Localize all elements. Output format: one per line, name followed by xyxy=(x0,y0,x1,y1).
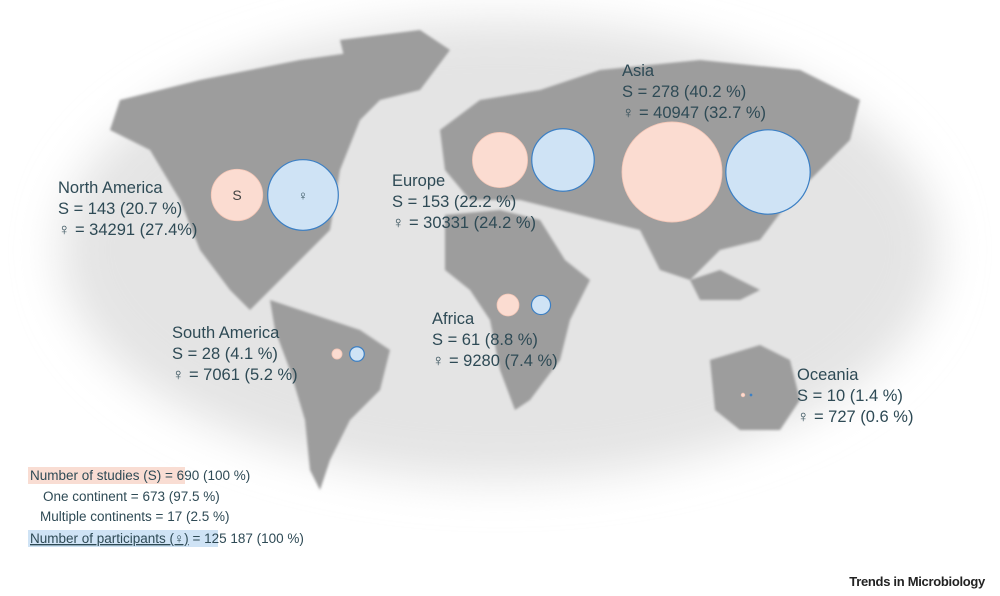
footer: Trends in Microbiology xyxy=(849,574,986,589)
legend-studies-total: = 690 (100 %) xyxy=(161,468,250,483)
participants-label: ♀ = 40947 (32.7 %) xyxy=(622,104,766,122)
participants-label: ♀ = 7061 (5.2 %) xyxy=(172,366,298,384)
participants-label: ♀ = 9280 (7.4 %) xyxy=(432,352,558,370)
studies-label: S = 153 (22.2 %) xyxy=(392,193,516,211)
participants-label: ♀ = 30331 (24.2 %) xyxy=(392,214,536,232)
studies-label: S = 143 (20.7 %) xyxy=(58,200,182,218)
studies-bubble xyxy=(472,132,528,188)
participants-bubble xyxy=(530,294,552,316)
participants-bubble xyxy=(749,393,753,397)
region-name: Europe xyxy=(392,172,445,190)
bubble-label: ♀ xyxy=(298,188,308,203)
legend: Number of studies (S) = 690 (100 %) One … xyxy=(28,467,304,547)
region-name: South America xyxy=(172,324,280,342)
legend-multiple-continents: Multiple continents = 17 (2.5 %) xyxy=(40,509,229,524)
legend-participants-total: = 125 187 (100 %) xyxy=(189,531,304,546)
legend-one-continent: One continent = 673 (97.5 %) xyxy=(43,489,220,504)
studies-label: S = 10 (1.4 %) xyxy=(797,387,903,405)
studies-label: S = 278 (40.2 %) xyxy=(622,83,746,101)
studies-label: S = 61 (8.8 %) xyxy=(432,331,538,349)
studies-label: S = 28 (4.1 %) xyxy=(172,345,278,363)
studies-bubble xyxy=(621,121,723,223)
studies-bubble xyxy=(210,168,264,222)
participants-bubble xyxy=(725,129,811,215)
region-name: North America xyxy=(58,179,163,197)
legend-participants-highlight xyxy=(28,530,218,547)
participants-bubble xyxy=(267,159,339,231)
bubbles: S ♀ xyxy=(210,121,811,398)
legend-studies-highlight xyxy=(28,467,185,484)
legend-studies-title: Number of studies (S) xyxy=(30,468,161,483)
participants-label: ♀ = 727 (0.6 %) xyxy=(797,408,913,426)
participants-bubble xyxy=(349,346,365,362)
region-labels: North America S = 143 (20.7 %) ♀ = 34291 (… xyxy=(58,62,913,426)
studies-bubble xyxy=(331,348,343,360)
region-name: Asia xyxy=(622,62,655,80)
participants-label: ♀ = 34291 (27.4%) xyxy=(58,221,197,239)
legend-line: Number of participants (♀) = 125 187 (10… xyxy=(30,531,304,546)
region-name: Oceania xyxy=(797,366,859,384)
participants-bubble xyxy=(531,128,595,192)
legend-participants-title: Number of participants (♀) xyxy=(30,531,189,546)
studies-bubble xyxy=(740,392,746,398)
bubble-label: S xyxy=(232,187,241,203)
legend-line: Number of studies (S) = 690 (100 %) xyxy=(30,468,250,483)
region-name: Africa xyxy=(432,310,475,328)
studies-bubble xyxy=(496,293,520,317)
